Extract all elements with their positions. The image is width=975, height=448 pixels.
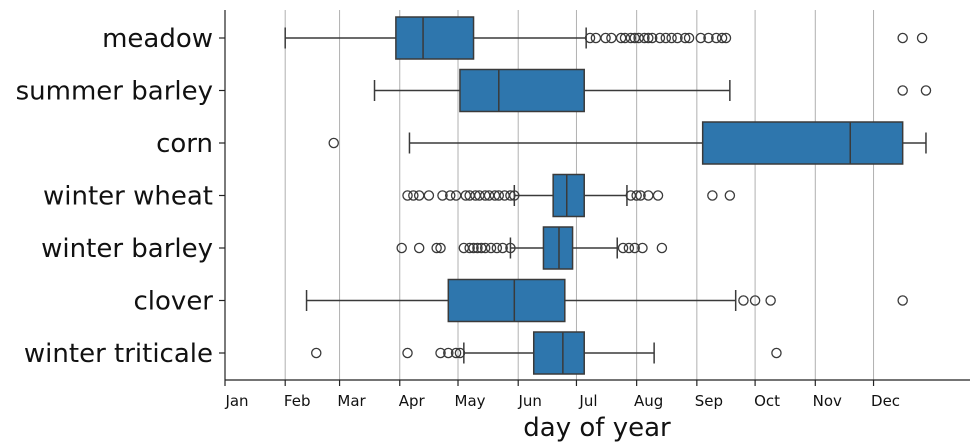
outlier-point	[623, 242, 635, 254]
outlier-point	[468, 242, 479, 254]
outlier-point	[897, 295, 908, 306]
box-iqr	[459, 68, 585, 113]
outlier-point	[491, 242, 503, 254]
outlier-point	[637, 242, 648, 254]
outlier-point	[590, 32, 602, 44]
outlier-point	[450, 347, 462, 359]
category-label: corn	[156, 129, 213, 159]
outlier-point	[328, 137, 339, 149]
outlier-point	[402, 347, 413, 359]
outlier-point	[703, 32, 714, 44]
outlier-point	[639, 32, 650, 44]
outlier-point	[454, 347, 466, 359]
outlier-point	[643, 32, 654, 44]
outlier-point	[505, 242, 516, 254]
box-iqr	[395, 16, 475, 60]
x-tick-label: Mar	[337, 392, 366, 410]
outlier-point	[311, 347, 322, 359]
x-axis-title: day of year	[523, 413, 671, 443]
outlier-point	[683, 32, 695, 44]
x-tick-label: Nov	[813, 392, 842, 410]
outlier-point	[724, 190, 736, 201]
outlier-point	[617, 242, 629, 254]
outlier-point	[584, 32, 596, 44]
outlier-point	[660, 32, 672, 44]
outlier-point	[435, 347, 446, 359]
outlier-point	[450, 190, 462, 201]
outlier-point	[672, 32, 683, 44]
outlier-point	[738, 295, 749, 306]
outlier-point	[897, 85, 908, 96]
box-iqr	[542, 226, 574, 270]
category-label: summer barley	[16, 77, 213, 107]
outlier-point	[656, 242, 668, 254]
outlier-point	[716, 32, 728, 44]
x-tick-label: Jun	[517, 392, 541, 410]
box-iqr	[532, 331, 585, 375]
outlier-point	[509, 190, 520, 201]
category-label: winter barley	[41, 234, 213, 264]
outlier-point	[402, 190, 413, 201]
outlier-point	[629, 242, 640, 254]
x-tick-label: May	[455, 392, 486, 410]
outlier-point	[464, 242, 475, 254]
outlier-point	[771, 347, 782, 359]
box-layer	[284, 16, 932, 375]
outlier-point	[497, 242, 508, 254]
x-tick-label: Dec	[871, 392, 900, 410]
axis-layer: Jan Feb Mar Apr May Jun Jul Aug Sep Oct Nov Dec mead…	[16, 10, 970, 410]
outlier-point	[431, 242, 442, 254]
x-tick-label: Apr	[399, 392, 426, 410]
outlier-point	[897, 32, 908, 44]
category-label: winter triticale	[24, 339, 213, 369]
outlier-point	[646, 32, 658, 44]
outlier-point	[485, 242, 497, 254]
outlier-point	[916, 32, 928, 44]
outlier-point	[505, 190, 516, 201]
outlier-point	[408, 190, 419, 201]
outlier-point	[413, 242, 425, 254]
outlier-point	[765, 295, 776, 306]
category-label: winter wheat	[43, 182, 213, 212]
box-iqr	[447, 278, 566, 323]
x-tick-label: Aug	[634, 392, 663, 410]
category-label: meadow	[102, 24, 213, 54]
outlier-point	[749, 295, 761, 306]
outlier-point	[679, 32, 691, 44]
outlier-point	[423, 190, 435, 201]
box-iqr	[552, 173, 585, 218]
x-tick-label: Sep	[695, 392, 723, 410]
outlier-point	[493, 190, 505, 201]
outlier-point	[435, 242, 446, 254]
outlier-point	[920, 85, 932, 96]
outlier-point	[413, 190, 425, 201]
x-tick-label: Jan	[224, 392, 248, 410]
outlier-point	[635, 190, 646, 201]
outlier-point	[606, 32, 617, 44]
outlier-point	[444, 190, 456, 201]
x-tick-label: Oct	[754, 392, 780, 410]
outlier-point	[707, 190, 718, 201]
outlier-point	[654, 32, 666, 44]
outlier-point	[720, 32, 732, 44]
outlier-point	[479, 242, 491, 254]
x-tick-label: Jul	[578, 392, 597, 410]
outlier-point	[437, 190, 448, 201]
outlier-point	[695, 32, 706, 44]
outlier-point	[652, 190, 664, 201]
category-label: clover	[134, 287, 214, 317]
outlier-point	[472, 242, 483, 254]
outlier-point	[600, 32, 611, 44]
outlier-point	[625, 32, 637, 44]
outlier-point	[443, 347, 454, 359]
x-tick-label: Feb	[284, 392, 311, 410]
outlier-point	[631, 190, 642, 201]
outlier-point	[666, 32, 677, 44]
box-iqr	[701, 121, 904, 165]
outlier-point	[396, 242, 407, 254]
